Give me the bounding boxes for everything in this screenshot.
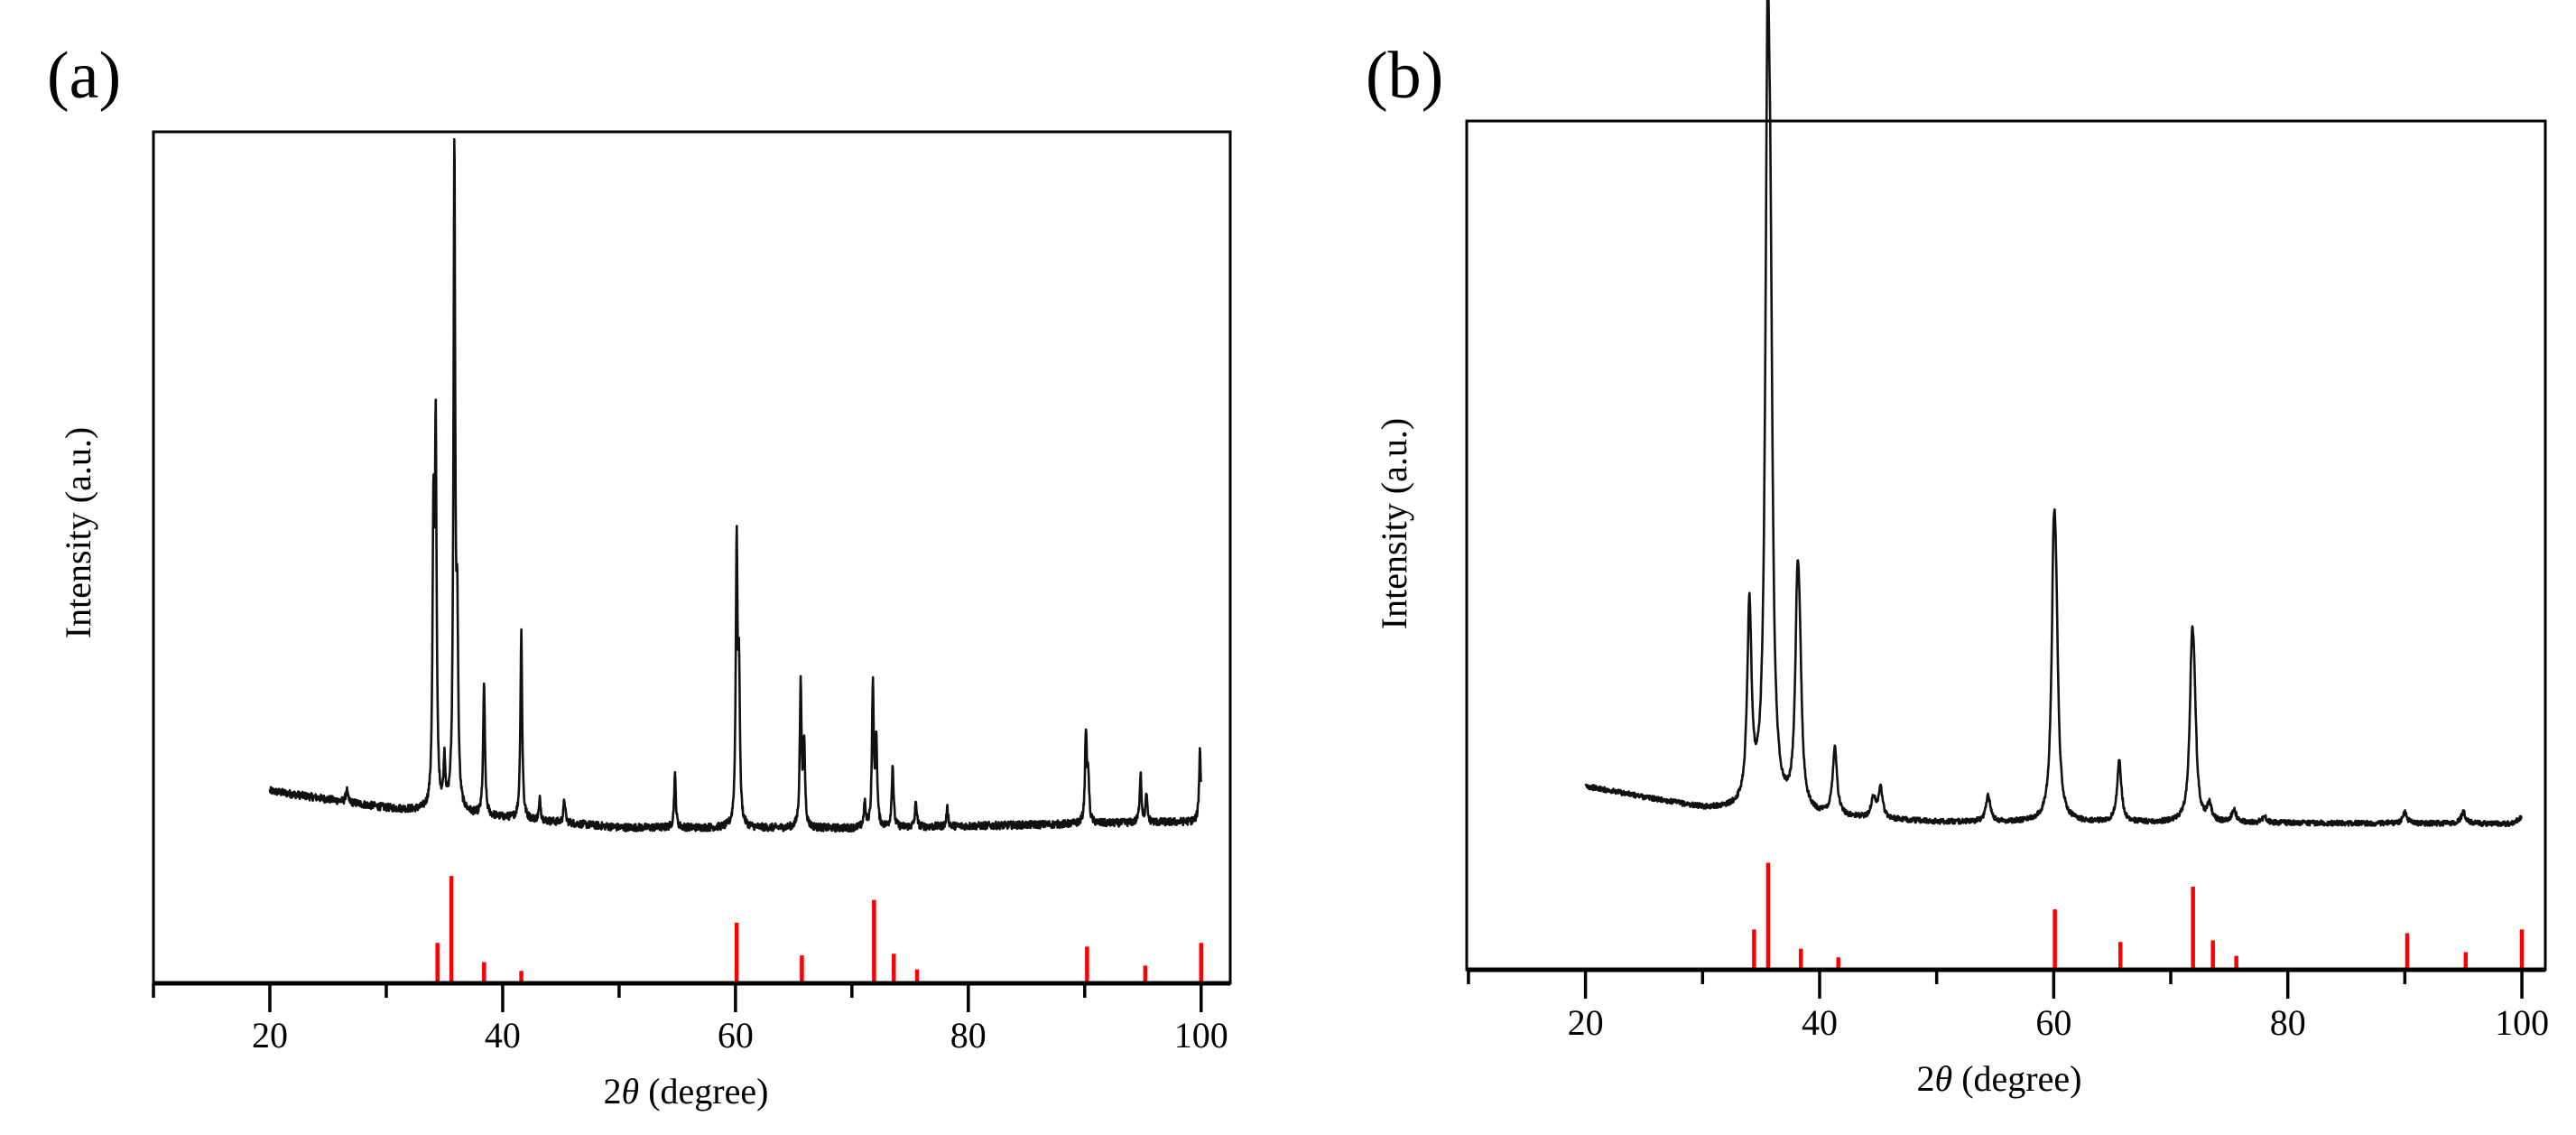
panel-a: (a) Intensity (a.u.) 2θ (degree) 20 40 60 8…: [47, 39, 1232, 1112]
y-axis-label-b: Intensity (a.u.): [1374, 418, 1414, 629]
plot-frame-b: [1465, 119, 2547, 972]
x-tick-label-a-3: 80: [950, 1015, 987, 1056]
x-tick-label-a-0: 20: [252, 1015, 288, 1056]
x-tick-label-a-1: 40: [485, 1015, 521, 1056]
x-tick-label-a-4: 100: [1174, 1015, 1228, 1056]
x-axis-label-b: 2θ (degree): [1917, 1058, 2082, 1099]
x-tick-label-a-2: 60: [718, 1015, 754, 1056]
x-axis-label-a: 2θ (degree): [604, 1071, 769, 1112]
x-tick-label-b-2: 60: [2035, 1002, 2071, 1043]
x-tick-label-b-3: 80: [2270, 1002, 2306, 1043]
x-tick-label-b-1: 40: [1802, 1002, 1838, 1043]
panel-b: (b) Intensity (a.u.) 2θ (degree) 20 40 60 8…: [1366, 0, 2549, 1099]
xrd-trace-a: [268, 137, 1202, 833]
plot-frame-a: [152, 130, 1232, 985]
xrd-trace-b: [1584, 0, 2523, 828]
panel-label-b: (b): [1366, 39, 1443, 113]
y-axis-label-a: Intensity (a.u.): [58, 427, 98, 638]
panel-label-a: (a): [47, 39, 121, 113]
x-tick-label-b-0: 20: [1568, 1002, 1604, 1043]
x-tick-label-b-4: 100: [2495, 1002, 2549, 1043]
